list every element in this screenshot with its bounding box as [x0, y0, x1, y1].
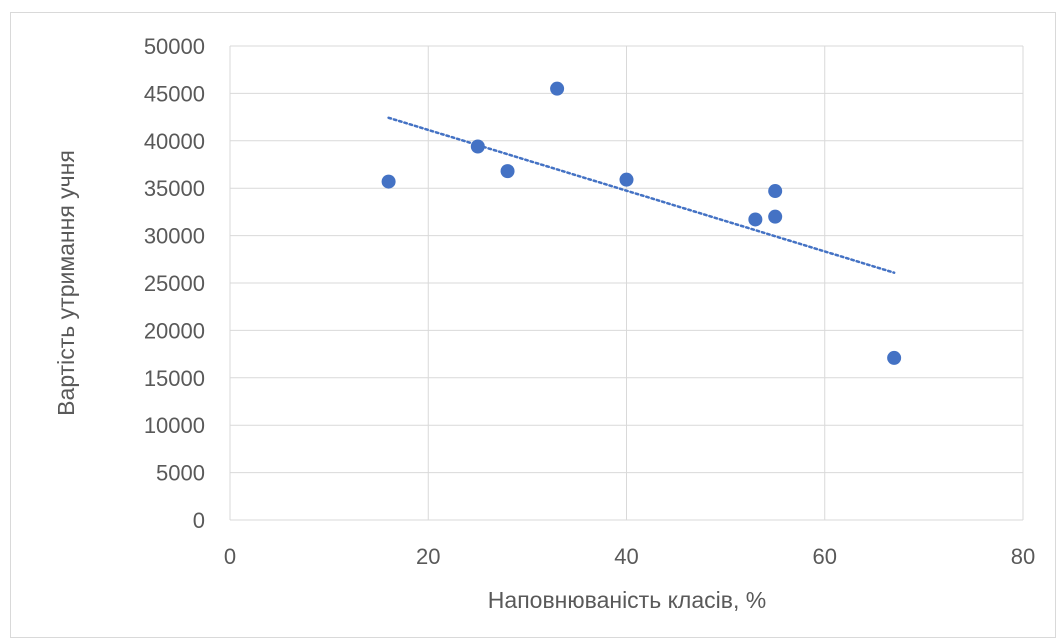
data-point — [500, 164, 515, 179]
chart-frame — [10, 12, 1056, 638]
y-tick-label: 30000 — [144, 224, 205, 249]
y-tick-label: 10000 — [144, 413, 205, 438]
x-tick-label: 0 — [224, 544, 236, 569]
data-point — [619, 172, 634, 187]
y-tick-label: 25000 — [144, 271, 205, 296]
y-tick-label: 35000 — [144, 176, 205, 201]
data-point — [887, 350, 902, 365]
gridlines — [229, 45, 1024, 521]
y-tick-label: 40000 — [144, 129, 205, 154]
x-axis-title: Наповнюваність класів, % — [488, 587, 766, 613]
data-point — [470, 139, 485, 154]
x-tick-label: 20 — [416, 544, 440, 569]
data-point — [381, 174, 396, 189]
x-tick-label: 60 — [813, 544, 837, 569]
data-point — [768, 184, 783, 199]
y-axis-title: Вартість утримання учня — [53, 150, 79, 416]
y-tick-label: 20000 — [144, 318, 205, 343]
data-point — [748, 212, 763, 227]
y-tick-label: 45000 — [144, 81, 205, 106]
y-tick-label: 15000 — [144, 366, 205, 391]
data-point — [768, 209, 783, 224]
x-axis-ticks: 0 20 40 60 80 — [224, 544, 1035, 569]
y-tick-label: 0 — [193, 508, 205, 533]
x-tick-label: 80 — [1011, 544, 1035, 569]
data-points — [381, 81, 902, 365]
y-tick-label: 50000 — [144, 34, 205, 59]
y-tick-label: 5000 — [156, 461, 205, 486]
y-axis-ticks: 0 5000 10000 15000 20000 25000 30000 35000 40000… — [144, 34, 205, 533]
data-point — [550, 81, 565, 96]
x-tick-label: 40 — [614, 544, 638, 569]
